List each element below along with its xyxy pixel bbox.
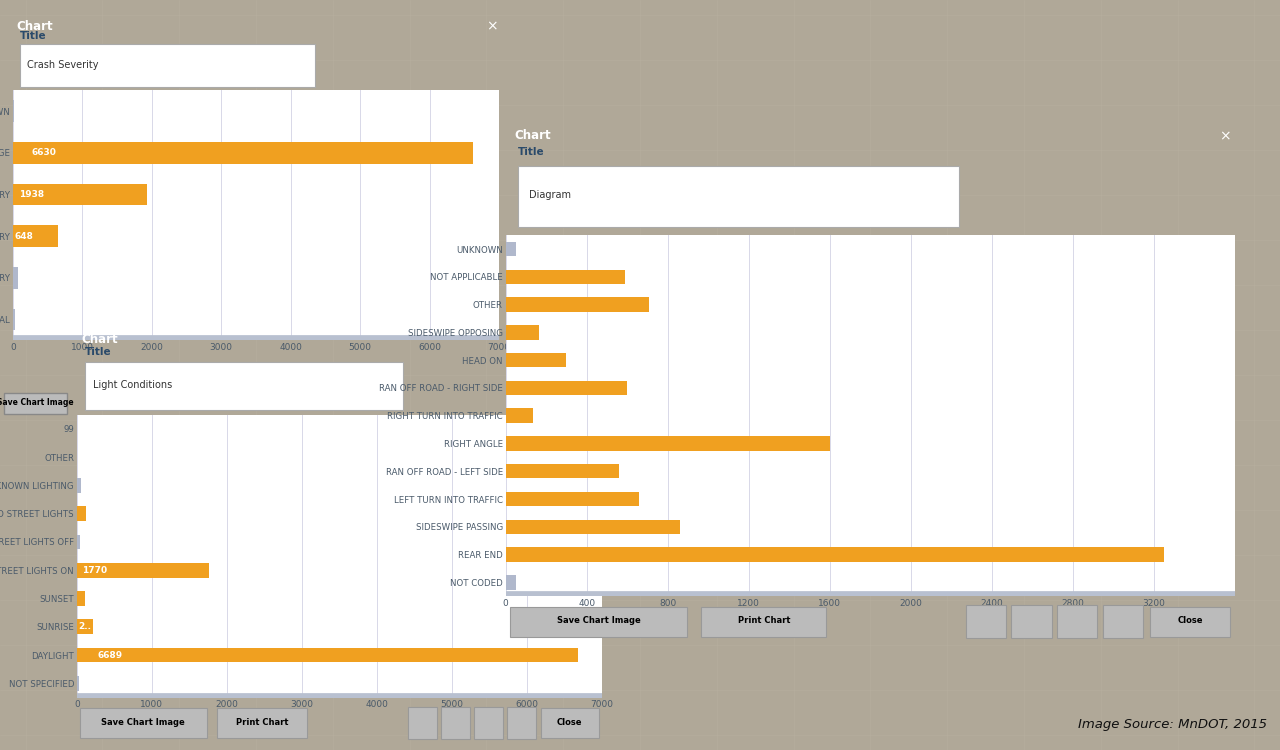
Text: Print Chart: Print Chart xyxy=(236,718,288,727)
Bar xyxy=(13,226,58,247)
Bar xyxy=(13,184,147,206)
Text: Diagram: Diagram xyxy=(529,190,571,200)
Text: Title: Title xyxy=(20,32,46,41)
Text: Title: Title xyxy=(517,148,544,158)
Bar xyxy=(84,362,403,410)
Bar xyxy=(77,563,210,578)
Bar xyxy=(4,393,67,414)
Bar xyxy=(506,381,627,395)
Text: 1770: 1770 xyxy=(82,566,108,574)
Bar xyxy=(20,44,315,87)
Text: Print Chart: Print Chart xyxy=(737,616,790,626)
Text: Image Source: MnDOT, 2015: Image Source: MnDOT, 2015 xyxy=(1078,718,1267,731)
Bar xyxy=(79,708,207,738)
Bar xyxy=(1102,605,1143,638)
Bar xyxy=(13,267,18,289)
Bar xyxy=(77,506,86,521)
Bar xyxy=(511,607,687,637)
Bar xyxy=(77,648,579,662)
Bar xyxy=(506,242,516,256)
Text: Chart: Chart xyxy=(81,333,118,346)
Text: Light Conditions: Light Conditions xyxy=(92,380,172,390)
Bar xyxy=(507,706,536,740)
Text: Save Chart Image: Save Chart Image xyxy=(557,616,640,626)
Bar xyxy=(77,478,81,493)
Bar xyxy=(77,620,92,634)
Bar xyxy=(540,708,599,738)
Text: Crash Severity: Crash Severity xyxy=(27,60,99,70)
Bar xyxy=(701,607,827,637)
Bar xyxy=(517,166,959,227)
Bar xyxy=(506,492,640,506)
Text: Chart: Chart xyxy=(515,129,550,142)
Bar xyxy=(1057,605,1097,638)
Bar xyxy=(506,326,539,340)
Text: 2..: 2.. xyxy=(78,622,91,632)
Bar xyxy=(13,142,474,164)
Bar xyxy=(77,676,79,691)
Bar xyxy=(77,535,81,549)
Bar xyxy=(77,591,84,606)
Text: Save Chart Image: Save Chart Image xyxy=(0,398,73,407)
Bar xyxy=(966,605,1006,638)
Bar xyxy=(506,409,532,423)
Text: Chart: Chart xyxy=(17,20,52,33)
Bar xyxy=(506,436,829,451)
Bar xyxy=(506,464,620,478)
Text: ×: × xyxy=(1219,129,1230,143)
Bar xyxy=(13,309,15,331)
Text: ×: × xyxy=(589,333,600,347)
Bar xyxy=(408,706,438,740)
Text: Title: Title xyxy=(84,347,111,358)
Text: 648: 648 xyxy=(15,232,33,241)
Bar xyxy=(506,548,1165,562)
Bar xyxy=(218,708,307,738)
Bar xyxy=(506,269,625,284)
Bar xyxy=(474,706,503,740)
Text: 1938: 1938 xyxy=(18,190,44,199)
Text: Close: Close xyxy=(1178,616,1203,626)
Bar xyxy=(440,706,470,740)
Text: Close: Close xyxy=(557,718,582,727)
Bar xyxy=(506,297,649,312)
Text: 6630: 6630 xyxy=(32,148,56,158)
Bar xyxy=(1149,607,1230,637)
Bar xyxy=(506,353,566,368)
Bar xyxy=(1011,605,1052,638)
Text: ×: × xyxy=(486,20,498,34)
Text: Save Chart Image: Save Chart Image xyxy=(101,718,186,727)
Bar xyxy=(506,575,516,590)
Text: 6689: 6689 xyxy=(97,650,123,659)
Bar xyxy=(506,520,680,534)
